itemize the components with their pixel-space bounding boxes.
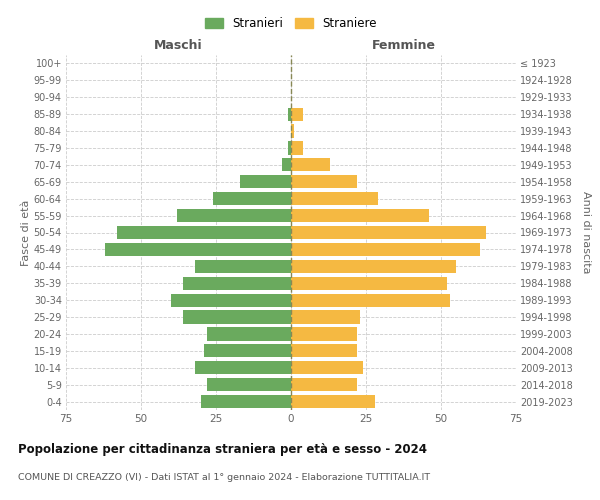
Bar xyxy=(207,328,291,340)
Bar xyxy=(213,192,291,205)
Bar xyxy=(291,260,456,273)
Text: Popolazione per cittadinanza straniera per età e sesso - 2024: Popolazione per cittadinanza straniera p… xyxy=(18,442,427,456)
Text: Femmine: Femmine xyxy=(371,38,436,52)
Bar xyxy=(204,344,291,358)
Bar xyxy=(291,243,480,256)
Bar xyxy=(240,175,291,188)
Bar xyxy=(183,276,291,290)
Y-axis label: Anni di nascita: Anni di nascita xyxy=(581,191,592,274)
Text: Maschi: Maschi xyxy=(154,38,203,52)
Bar xyxy=(282,158,291,172)
Bar xyxy=(288,108,291,121)
Bar xyxy=(291,294,450,306)
Bar xyxy=(291,276,447,290)
Bar xyxy=(291,142,303,154)
Bar xyxy=(117,226,291,239)
Bar xyxy=(291,226,486,239)
Bar xyxy=(171,294,291,306)
Bar xyxy=(207,378,291,391)
Bar xyxy=(291,328,357,340)
Bar xyxy=(291,344,357,358)
Bar xyxy=(291,158,330,172)
Bar xyxy=(291,175,357,188)
Bar xyxy=(291,209,429,222)
Bar xyxy=(291,310,360,324)
Bar xyxy=(291,192,378,205)
Bar xyxy=(291,395,375,408)
Bar xyxy=(183,310,291,324)
Text: COMUNE DI CREAZZO (VI) - Dati ISTAT al 1° gennaio 2024 - Elaborazione TUTTITALIA: COMUNE DI CREAZZO (VI) - Dati ISTAT al 1… xyxy=(18,472,430,482)
Bar xyxy=(177,209,291,222)
Bar xyxy=(105,243,291,256)
Bar xyxy=(288,142,291,154)
Bar xyxy=(201,395,291,408)
Bar xyxy=(195,361,291,374)
Bar xyxy=(195,260,291,273)
Bar xyxy=(291,124,294,138)
Bar xyxy=(291,108,303,121)
Legend: Stranieri, Straniere: Stranieri, Straniere xyxy=(200,12,382,35)
Bar xyxy=(291,361,363,374)
Bar xyxy=(291,378,357,391)
Y-axis label: Fasce di età: Fasce di età xyxy=(20,200,31,266)
